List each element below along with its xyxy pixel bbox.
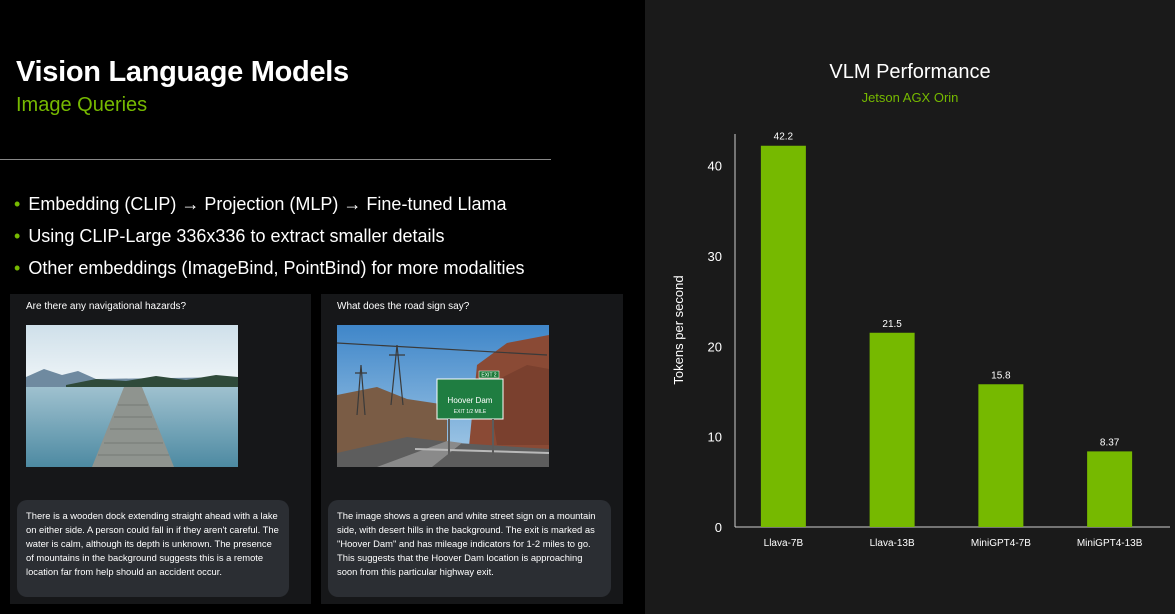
bar bbox=[1087, 451, 1133, 527]
example-panel-roadsign: What does the road sign say? bbox=[321, 294, 623, 604]
bullet-text: Embedding (CLIP) → Projection (MLP) → Fi… bbox=[28, 194, 507, 214]
sign-exit-mile-text: EXIT 1/2 MILE bbox=[454, 409, 487, 415]
bullet-text: Other embeddings (ImageBind, PointBind) … bbox=[28, 258, 525, 278]
bullet-dot-icon: • bbox=[14, 258, 21, 278]
bar-chart: 0 10 20 30 40 Tokens per second 42.2 Llava-7B 21… bbox=[671, 132, 1170, 549]
example-panel-dock: Are there any navigational hazards? bbox=[10, 294, 311, 604]
answer-bubble: There is a wooden dock extending straigh… bbox=[17, 500, 289, 597]
page-title: Vision Language Models bbox=[16, 56, 349, 88]
question-text: What does the road sign say? bbox=[337, 301, 470, 312]
page-subtitle: Image Queries bbox=[16, 94, 148, 116]
road-image: EXIT 2 Hoover Dam EXIT 1/2 MILE bbox=[337, 325, 549, 467]
x-tick-label: MiniGPT4-7B bbox=[971, 538, 1031, 549]
question-text: Are there any navigational hazards? bbox=[26, 301, 187, 312]
bullet-item: • Using CLIP-Large 336x336 to extract sma… bbox=[14, 220, 525, 252]
road-photo: EXIT 2 Hoover Dam EXIT 1/2 MILE bbox=[337, 325, 549, 467]
divider bbox=[0, 159, 551, 160]
sign-name-text: Hoover Dam bbox=[448, 396, 493, 405]
bullet-text: Using CLIP-Large 336x336 to extract smal… bbox=[28, 226, 445, 246]
bullet-dot-icon: • bbox=[14, 226, 21, 246]
slide-left: Vision Language Models Image Queries • Em… bbox=[0, 56, 623, 604]
dock-photo bbox=[26, 325, 238, 467]
bar-value-label: 8.37 bbox=[1100, 437, 1120, 448]
y-tick-label: 0 bbox=[715, 520, 722, 535]
bar bbox=[869, 332, 915, 527]
bar-value-label: 42.2 bbox=[774, 132, 794, 143]
x-tick-label: Llava-7B bbox=[764, 538, 804, 549]
chart-title: VLM Performance bbox=[829, 61, 991, 83]
chart-panel: VLM Performance Jetson AGX Orin 0 10 20 30 4… bbox=[645, 0, 1175, 614]
sign-exit-text: EXIT 2 bbox=[481, 373, 496, 379]
bar-value-label: 15.8 bbox=[991, 370, 1011, 381]
bullet-item: • Embedding (CLIP) → Projection (MLP) → F… bbox=[14, 188, 525, 220]
bullet-list: • Embedding (CLIP) → Projection (MLP) → F… bbox=[14, 188, 525, 284]
bar bbox=[978, 384, 1024, 527]
bar-value-label: 21.5 bbox=[882, 319, 902, 330]
x-tick-label: Llava-13B bbox=[870, 538, 915, 549]
x-tick-label: MiniGPT4-13B bbox=[1077, 538, 1143, 549]
bullet-item: • Other embeddings (ImageBind, PointBind)… bbox=[14, 252, 525, 284]
chart-subtitle: Jetson AGX Orin bbox=[861, 90, 959, 105]
y-axis-label: Tokens per second bbox=[671, 275, 686, 384]
y-tick-label: 30 bbox=[708, 249, 722, 264]
y-tick-label: 10 bbox=[708, 430, 722, 445]
y-tick-label: 40 bbox=[708, 159, 722, 174]
answer-bubble: The image shows a green and white street… bbox=[328, 500, 611, 597]
dock-image bbox=[26, 325, 238, 467]
y-tick-label: 20 bbox=[708, 339, 722, 354]
bar bbox=[760, 145, 806, 528]
bullet-dot-icon: • bbox=[14, 194, 21, 214]
